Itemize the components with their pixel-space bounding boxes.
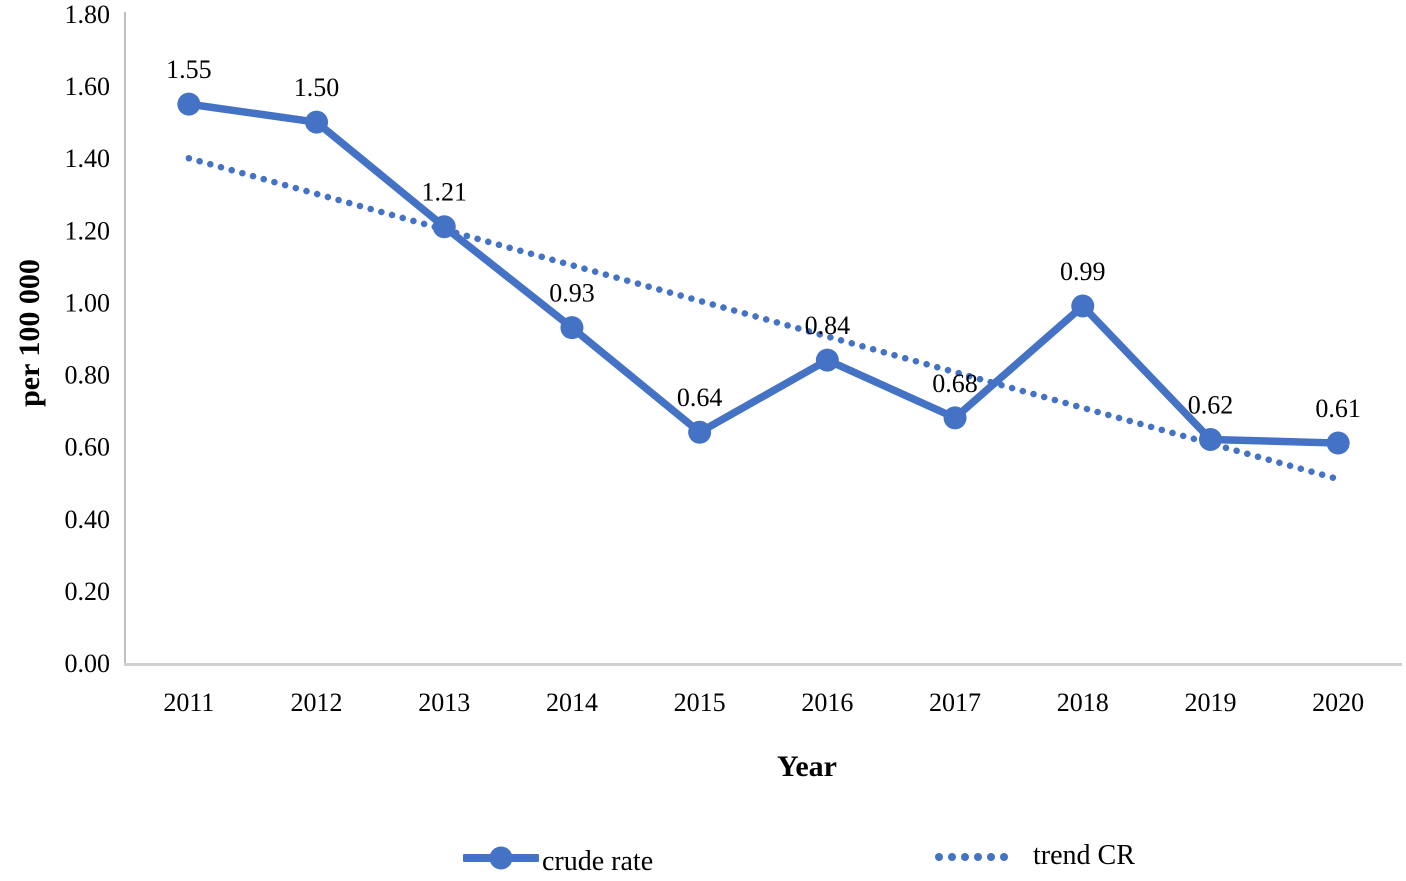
data-point-marker [305,110,329,134]
x-tick-label: 2016 [801,688,853,717]
legend-label-trend-cr: trend CR [1033,840,1135,871]
crude-rate-line-marker-icon [461,846,541,878]
legend-label-crude-rate: crude rate [542,846,654,877]
y-tick-label: 1.20 [65,216,111,245]
y-tick-label: 0.40 [65,505,111,534]
y-tick-label: 1.00 [65,288,111,317]
x-axis-title: Year [777,750,837,783]
data-point-label: 0.99 [1060,257,1106,286]
data-point-marker [1326,431,1350,455]
data-point-marker [1071,294,1095,318]
x-tick-label: 2020 [1312,688,1364,717]
data-point-marker [1198,427,1222,451]
trend-line [185,154,1342,483]
crude-rate-series-line [185,100,1342,447]
data-point-marker [943,406,967,430]
y-axis-title: per 100 000 [13,259,46,407]
y-tick-label: 0.60 [65,433,111,462]
x-tick-label: 2014 [546,688,598,717]
y-tick-label: 0.00 [65,649,111,678]
x-tick-label: 2012 [291,688,343,717]
x-tick-label: 2017 [929,688,981,717]
data-point-label: 0.62 [1188,390,1234,419]
y-tick-label: 1.40 [65,144,111,173]
x-tick-label: 2015 [674,688,726,717]
x-tick-label: 2013 [418,688,470,717]
y-tick-label: 1.80 [65,0,111,29]
data-point-marker [815,348,839,372]
legend-item-trend-cr: trend CR [933,840,1135,872]
x-tick-label: 2018 [1057,688,1109,717]
x-tick-label: 2019 [1184,688,1236,717]
data-point-marker [177,92,201,116]
data-point-label: 1.55 [166,55,212,84]
y-tick-label: 0.20 [65,577,111,606]
trend-dotted-line-icon [933,840,1011,872]
data-point-label: 1.21 [422,178,468,207]
data-point-marker [560,316,584,340]
x-tick-label: 2011 [163,688,214,717]
legend: crude rate trend CR [0,838,1406,881]
y-tick-label: 0.80 [65,361,111,390]
data-point-label: 0.93 [549,279,595,308]
data-point-label: 1.50 [294,73,340,102]
data-point-label: 0.68 [932,369,978,398]
y-tick-label: 1.60 [65,72,111,101]
data-point-label: 0.61 [1315,394,1361,423]
data-point-marker [688,420,712,444]
data-point-label: 0.84 [805,311,851,340]
legend-item-crude-rate: crude rate [461,846,654,878]
data-point-label: 0.64 [677,383,723,412]
data-point-marker [432,215,456,239]
